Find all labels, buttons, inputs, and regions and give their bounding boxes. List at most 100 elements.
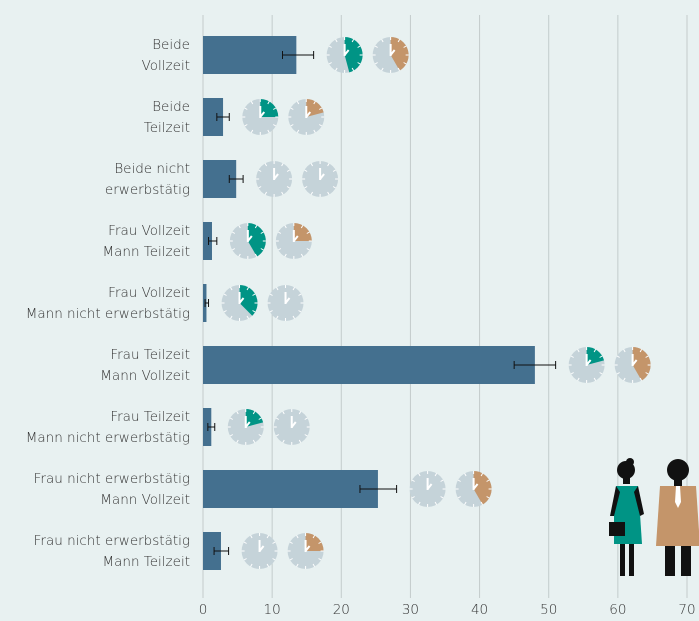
- error-bar: [204, 299, 210, 307]
- category-label: Mann nicht erwerbstätig: [26, 430, 190, 446]
- clock-tick: [418, 501, 421, 505]
- clock-tick: [480, 473, 484, 477]
- clock-hand: [273, 173, 279, 180]
- clock-tick: [258, 417, 262, 420]
- clock-tick: [250, 535, 253, 539]
- clock-tick: [260, 231, 264, 234]
- clock-tick: [277, 248, 282, 251]
- clock-tick: [570, 355, 574, 358]
- clock-tick: [250, 129, 254, 133]
- category-label: Frau Vollzeit: [108, 285, 190, 301]
- clock-hand: [290, 421, 297, 428]
- error-bar: [208, 237, 218, 245]
- clock-tick: [223, 310, 227, 313]
- clock-tick: [298, 411, 302, 415]
- clock-tick: [440, 496, 444, 499]
- clock-tick: [229, 434, 234, 437]
- clock-tick: [335, 39, 338, 43]
- clock: [273, 409, 310, 445]
- clock-tick: [313, 101, 316, 105]
- clock-tick: [292, 315, 295, 319]
- clock-tick: [319, 107, 323, 110]
- clock-tick: [418, 473, 421, 477]
- clock-tick: [440, 479, 444, 482]
- clock-tick: [286, 186, 290, 189]
- clock-tick: [281, 191, 284, 195]
- clock-tick: [284, 253, 287, 257]
- clock-tick: [327, 163, 330, 167]
- clock-tick: [328, 62, 332, 65]
- clock-tick: [357, 45, 361, 48]
- bar: [203, 222, 212, 260]
- clock-tick: [645, 355, 649, 358]
- clock-tick: [639, 349, 643, 353]
- error-bar: [228, 175, 244, 183]
- category-label: Mann Vollzeit: [100, 492, 190, 508]
- clock-tick: [296, 101, 300, 105]
- error-bar: [213, 547, 230, 555]
- clock-tick: [273, 107, 277, 110]
- clock: [455, 471, 492, 507]
- clock-tick: [236, 439, 239, 443]
- clock-tick: [318, 558, 322, 561]
- clock-tick: [282, 411, 285, 415]
- category-label: Mann Vollzeit: [100, 368, 190, 384]
- clock-tick: [318, 541, 322, 544]
- clock-wedge: [239, 285, 258, 316]
- category-label: Frau Vollzeit: [108, 223, 190, 239]
- clock-tick: [250, 563, 253, 567]
- clock: [302, 161, 339, 197]
- clock-tick: [310, 191, 314, 195]
- clock-tick: [276, 287, 279, 291]
- clock-tick: [313, 129, 316, 133]
- clock-tick: [457, 496, 461, 499]
- clock-tick: [335, 67, 338, 71]
- clock-tick: [254, 253, 258, 257]
- clock-tick: [397, 39, 401, 43]
- clock-tick: [434, 473, 438, 477]
- x-tick-label: 20: [333, 602, 350, 618]
- category-label: Vollzeit: [142, 58, 190, 74]
- clock-tick: [286, 169, 290, 172]
- clock-tick: [272, 541, 276, 544]
- woman-figure: [609, 458, 644, 576]
- bar: [203, 36, 297, 74]
- clock-hand: [305, 111, 312, 118]
- clock: [326, 37, 363, 73]
- clock-tick: [272, 558, 276, 561]
- category-label: Frau Teilzeit: [110, 347, 190, 363]
- clock-tick: [258, 186, 262, 189]
- clock-hand: [284, 297, 291, 304]
- clock-tick: [292, 287, 295, 291]
- clock-tick: [252, 293, 256, 296]
- clock-tick: [269, 310, 273, 313]
- clock-tick: [264, 191, 268, 195]
- clock-tick: [290, 124, 294, 127]
- clock-tick: [411, 479, 415, 482]
- clock-tick: [434, 501, 438, 505]
- clock-tick: [327, 191, 330, 195]
- clock-hand: [426, 483, 433, 490]
- error-bar: [216, 113, 230, 121]
- category-label: Beide: [152, 99, 190, 115]
- clock-tick: [374, 62, 378, 65]
- clock-tick: [258, 169, 262, 172]
- clock-tick: [599, 372, 603, 375]
- clock-tick: [254, 225, 258, 229]
- clock: [256, 161, 293, 197]
- clock-tick: [252, 411, 256, 415]
- clock-tick: [284, 225, 287, 229]
- clock-tick: [289, 541, 293, 544]
- clock: [229, 223, 266, 259]
- clock-tick: [260, 248, 264, 251]
- category-label: Frau nicht erwerbstätig: [34, 471, 190, 487]
- error-bar: [207, 423, 216, 431]
- clock-tick: [223, 293, 227, 296]
- category-label: Mann Teilzeit: [102, 554, 190, 570]
- clock-tick: [281, 163, 284, 167]
- clock: [242, 99, 279, 135]
- clock-hand: [259, 111, 266, 118]
- clock-tick: [300, 225, 304, 229]
- clock-hand: [585, 359, 592, 366]
